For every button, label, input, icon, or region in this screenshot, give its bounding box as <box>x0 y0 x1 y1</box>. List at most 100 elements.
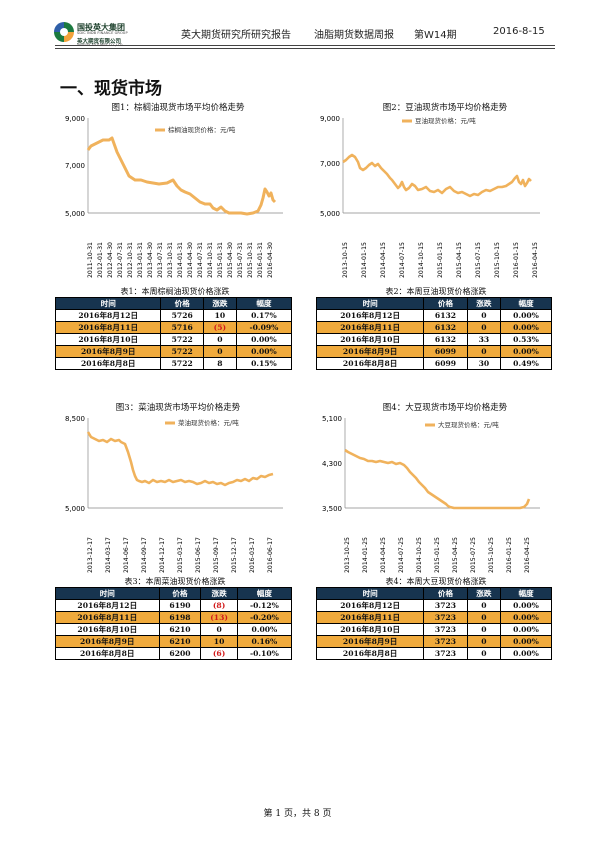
table-cell-change: 0 <box>200 623 238 636</box>
chart2-xtick: 2014-04-15 <box>380 242 387 278</box>
chart1-xtick: 2014-01-31 <box>177 242 184 278</box>
chart4-xtick: 2015-04-25 <box>452 537 459 573</box>
table-cell-change: (8) <box>200 599 238 612</box>
table-row: 2016年8月11日 6198 (13) -0.20% <box>55 611 293 624</box>
chart2-xtick: 2013-10-15 <box>342 242 349 278</box>
chart2-xtick: 2015-10-15 <box>494 242 501 278</box>
chart2-xtick: 2014-01-15 <box>361 242 368 278</box>
table-cell-pct: -0.09% <box>235 321 293 334</box>
header-org: 英大期货研究所研究报告 <box>181 30 291 41</box>
table3-rapeseed-oil: 时间 价格 涨跌 幅度 2016年8月12日 6190 (8) -0.12% 2016年8月11… <box>55 587 293 660</box>
table-header-row: 时间 价格 涨跌 幅度 <box>315 297 552 310</box>
table-cell-change: (5) <box>202 321 237 334</box>
table-row: 2016年8月11日 5716 (5) -0.09% <box>54 321 293 334</box>
chart4-xtick: 2014-07-25 <box>398 537 405 573</box>
column-header: 幅度 <box>500 587 552 600</box>
chart3-xtick: 2014-09-17 <box>141 537 148 573</box>
table-cell-pct: 0.00% <box>500 309 552 322</box>
table-cell-price: 6099 <box>423 357 468 370</box>
chart1-legend: 棕榈油现货价格：元/吨 <box>168 125 236 134</box>
table-cell-pct: 0.00% <box>235 333 293 346</box>
chart3-xtick: 2015-09-17 <box>213 537 220 573</box>
chart1-xtick: 2015-07-31 <box>237 242 244 278</box>
chart2-series-line <box>342 153 532 198</box>
table-cell-change: 33 <box>466 333 502 346</box>
table-cell-price: 6132 <box>423 333 468 346</box>
table-cell-change: 10 <box>202 309 237 322</box>
table-cell-date: 2016年8月11日 <box>54 321 162 334</box>
table-row: 2016年8月12日 3723 0 0.00% <box>315 599 552 612</box>
chart3-xtick: 2015-03-17 <box>177 537 184 573</box>
table-cell-change: 0 <box>202 333 237 346</box>
table-cell-price: 5716 <box>160 321 204 334</box>
table-cell-pct: -0.20% <box>236 611 293 624</box>
table-cell-change: 0 <box>466 611 502 624</box>
column-header: 价格 <box>423 587 468 600</box>
chart4-xtick: 2013-10-25 <box>344 537 351 573</box>
table-row: 2016年8月8日 3723 0 0.00% <box>315 647 552 660</box>
chart1-ytick: 5,000 <box>65 210 85 218</box>
chart3-ytick: 5,000 <box>65 505 85 513</box>
chart1-xtick: 2012-10-31 <box>127 242 134 278</box>
header-report: 油脂期货数据周报 <box>314 30 394 41</box>
table-row: 2016年8月11日 6132 0 0.00% <box>315 321 552 334</box>
table1-title: 表1：本周棕榈油现货价格涨跌 <box>120 287 230 296</box>
table-cell-pct: 0.00% <box>500 647 552 660</box>
table-cell-change: 0 <box>466 647 502 660</box>
chart4-xticks: 2013-10-25 2014-01-25 2014-04-25 2014-07… <box>344 537 531 573</box>
table-cell-change: 0 <box>466 599 502 612</box>
table-cell-date: 2016年8月12日 <box>54 309 162 322</box>
chart1-xtick: 2011-10-31 <box>87 242 94 278</box>
chart3-legend: 菜油现货价格：元/吨 <box>178 418 239 427</box>
chart2-xtick: 2015-01-15 <box>437 242 444 278</box>
chart1-ytick: 9,000 <box>65 115 85 123</box>
chart4-ytick: 4,300 <box>322 460 342 468</box>
table-row: 2016年8月10日 3723 0 0.00% <box>315 623 552 636</box>
table2-soybean-oil: 时间 价格 涨跌 幅度 2016年8月12日 6132 0 0.00% 2016年8月11日 61… <box>315 297 552 370</box>
table-row: 2016年8月10日 5722 0 0.00% <box>54 333 293 346</box>
chart1-xtick: 2015-10-31 <box>247 242 254 278</box>
chart4-soybean: 5,100 4,300 3,500 大豆现货价格：元/吨 2013-10-25 … <box>322 415 540 573</box>
column-header: 幅度 <box>500 297 552 310</box>
table-row: 2016年8月9日 5722 0 0.00% <box>54 345 293 358</box>
header-rule <box>55 45 555 46</box>
table-header-row: 时间 价格 涨跌 幅度 <box>315 587 552 600</box>
chart3-xtick: 2014-06-17 <box>123 537 130 573</box>
table-cell-price: 3723 <box>423 635 468 648</box>
chart1-xtick: 2013-01-31 <box>137 242 144 278</box>
logo-sub-cn: 英大期货有限公司 <box>77 39 122 45</box>
table-cell-price: 6132 <box>423 321 468 334</box>
column-header: 价格 <box>423 297 468 310</box>
column-header: 幅度 <box>236 587 293 600</box>
table-cell-date: 2016年8月10日 <box>54 333 162 346</box>
table-cell-change: (13) <box>200 611 238 624</box>
chart3-ytick: 8,500 <box>65 415 85 423</box>
column-header: 涨跌 <box>200 587 238 600</box>
chart3-xtick: 2016-06-17 <box>267 537 274 573</box>
chart1-xtick: 2015-01-31 <box>217 242 224 278</box>
chart2-soybean-oil: 9,000 7,000 5,000 豆油现货价格：元/吨 2013-10-15 … <box>320 115 540 278</box>
table-cell-date: 2016年8月9日 <box>315 635 425 648</box>
logo-name-cn: 国投英大集团 <box>77 23 125 32</box>
company-logo-icon <box>54 22 74 42</box>
table2-title: 表2：本周豆油现货价格涨跌 <box>385 287 487 296</box>
chart4-xtick: 2015-10-25 <box>488 537 495 573</box>
table-cell-date: 2016年8月8日 <box>54 357 162 370</box>
chart2-xtick: 2015-07-15 <box>475 242 482 278</box>
chart2-xtick: 2016-04-15 <box>532 242 539 278</box>
table-cell-price: 6099 <box>423 345 468 358</box>
table-row: 2016年8月12日 5726 10 0.17% <box>54 309 293 322</box>
table-cell-pct: 0.00% <box>500 611 552 624</box>
table-row: 2016年8月9日 3723 0 0.00% <box>315 635 552 648</box>
table-cell-price: 6198 <box>158 611 202 624</box>
chart1-xtick: 2013-07-31 <box>157 242 164 278</box>
table-cell-price: 6210 <box>158 635 202 648</box>
chart3-title: 图3：菜油现货市场平均价格走势 <box>115 403 241 413</box>
table-cell-pct: 0.00% <box>500 321 552 334</box>
table-row: 2016年8月12日 6132 0 0.00% <box>315 309 552 322</box>
chart1-series-line <box>86 136 277 216</box>
table-cell-date: 2016年8月11日 <box>55 611 160 624</box>
table-cell-date: 2016年8月8日 <box>315 357 425 370</box>
table-cell-date: 2016年8月12日 <box>55 599 160 612</box>
chart4-series-line <box>344 448 531 510</box>
